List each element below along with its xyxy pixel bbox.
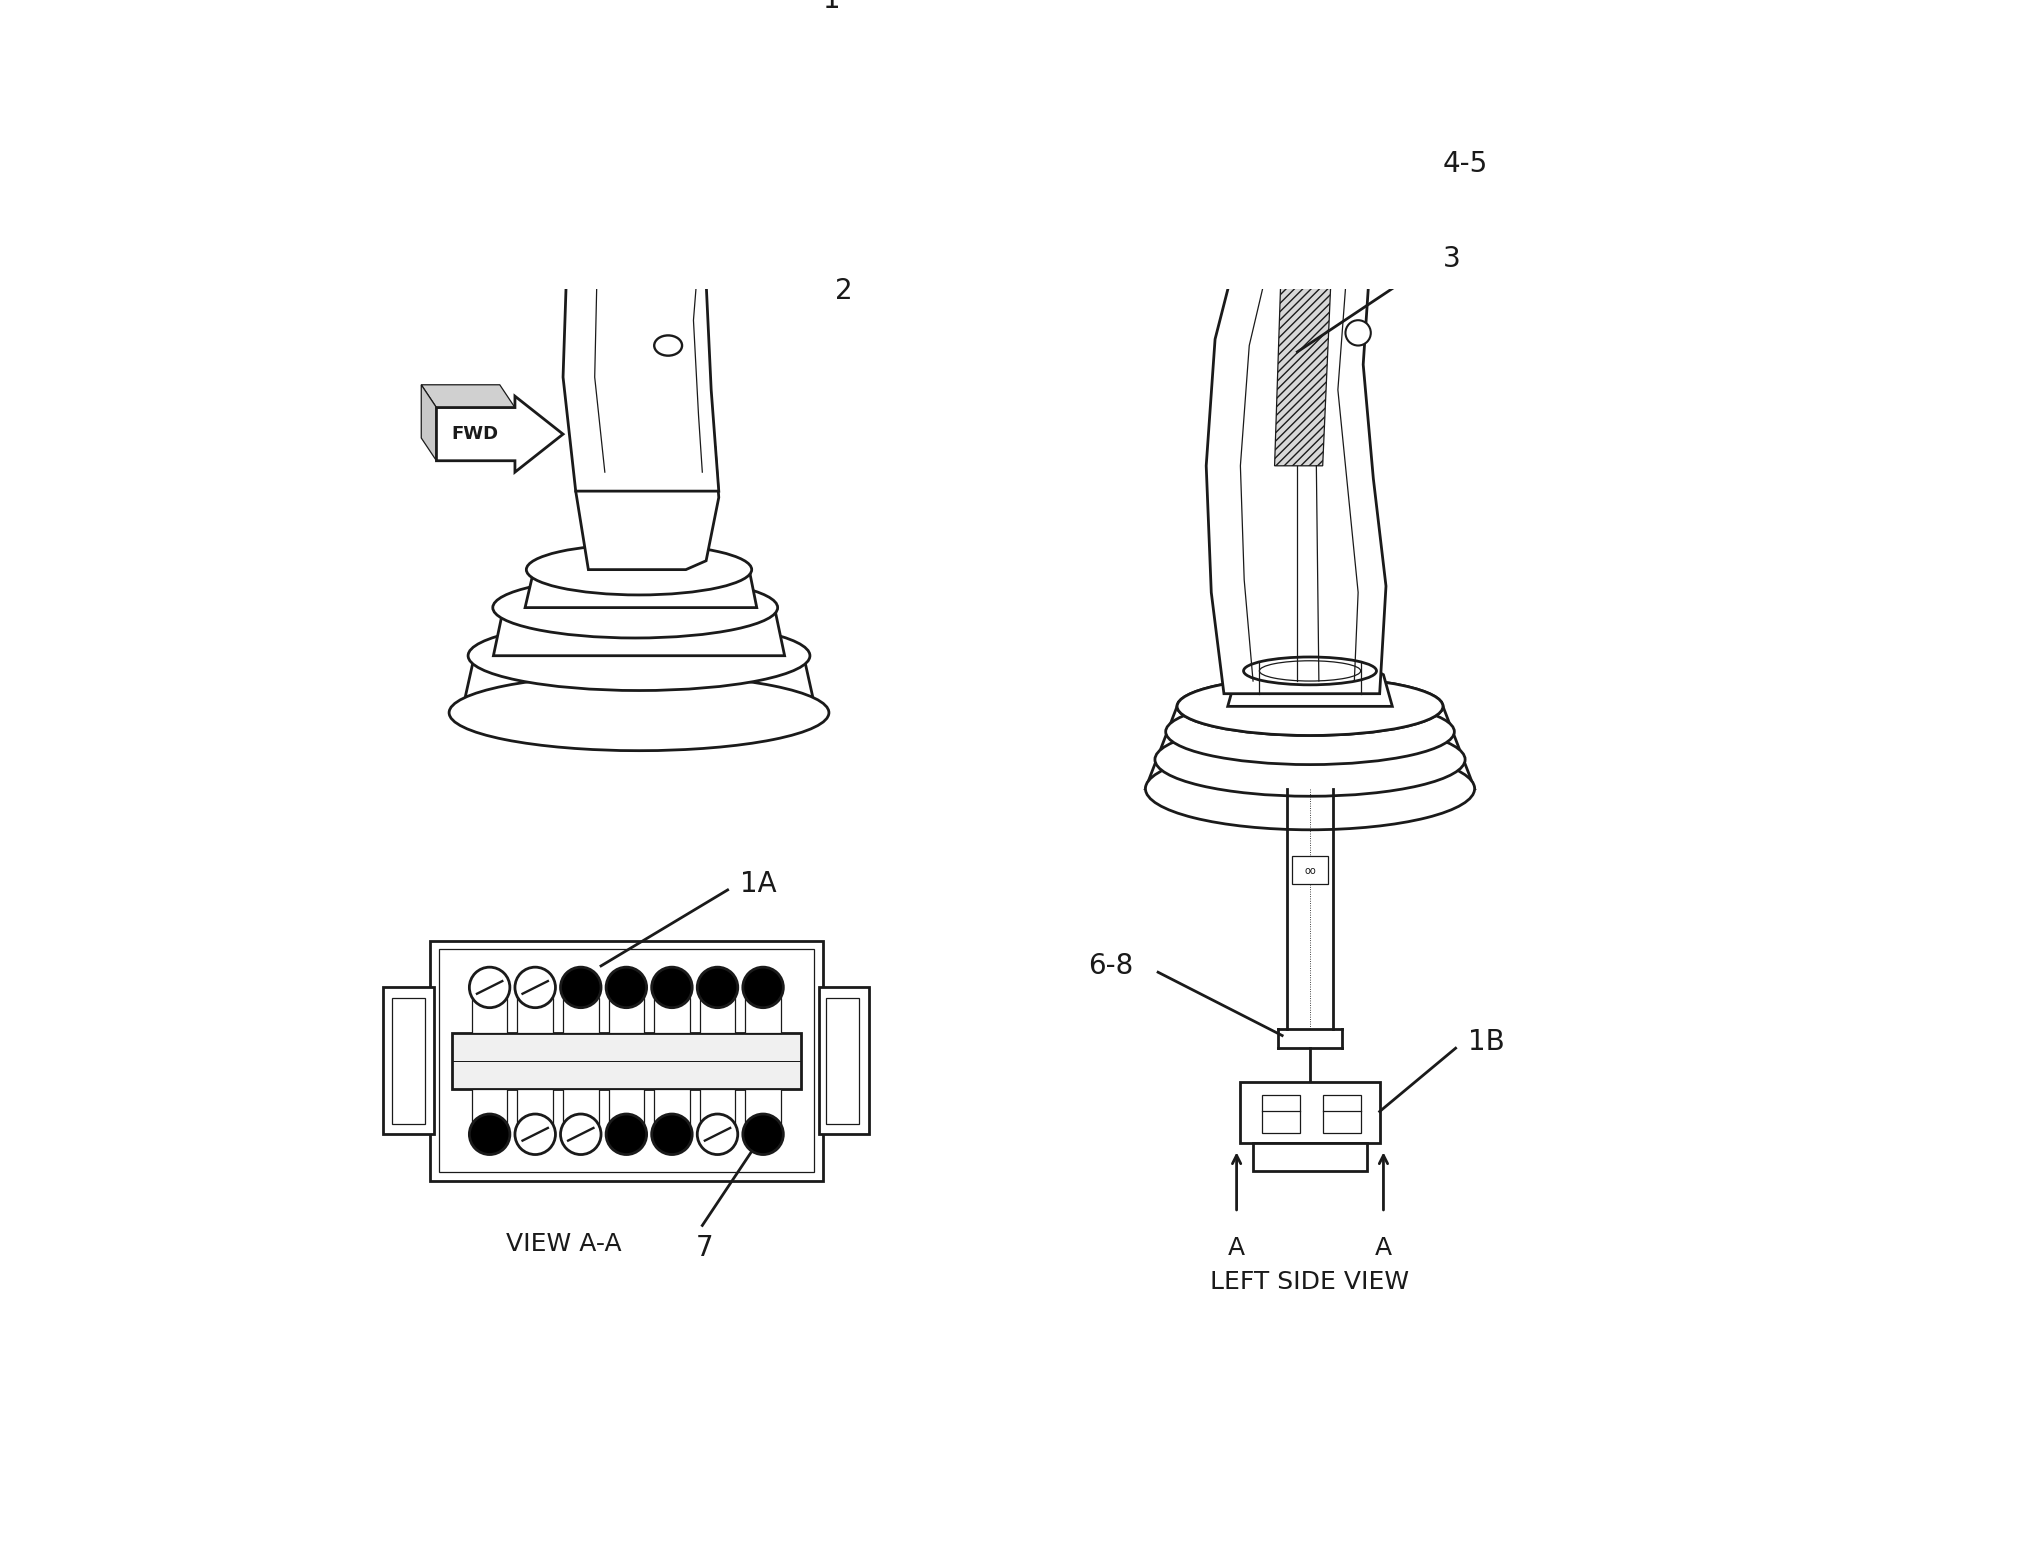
Ellipse shape	[1154, 724, 1466, 797]
Ellipse shape	[656, 247, 684, 268]
Bar	[654, 1089, 691, 1123]
Polygon shape	[494, 607, 784, 655]
Ellipse shape	[654, 336, 682, 356]
Ellipse shape	[1166, 699, 1454, 764]
Polygon shape	[563, 67, 719, 492]
Circle shape	[605, 1114, 646, 1155]
Polygon shape	[524, 569, 757, 607]
Polygon shape	[462, 655, 816, 713]
Circle shape	[470, 1114, 510, 1155]
Text: A: A	[1375, 1235, 1391, 1259]
Polygon shape	[575, 409, 719, 569]
Text: VIEW A-A: VIEW A-A	[506, 1232, 622, 1256]
Circle shape	[697, 1114, 737, 1155]
Text: A: A	[1227, 1235, 1245, 1259]
Ellipse shape	[526, 545, 751, 594]
Text: 7: 7	[697, 1234, 713, 1262]
Text: 3: 3	[1444, 246, 1460, 274]
Bar	[518, 997, 553, 1033]
Bar	[393, 997, 425, 1123]
Bar	[610, 1089, 644, 1123]
Ellipse shape	[1177, 677, 1444, 736]
Circle shape	[1345, 321, 1371, 345]
Bar	[1322, 1095, 1361, 1133]
Bar	[654, 997, 691, 1033]
Ellipse shape	[468, 621, 810, 691]
Text: LEFT SIDE VIEW: LEFT SIDE VIEW	[1211, 1270, 1409, 1295]
Ellipse shape	[1146, 747, 1474, 829]
Bar	[1262, 1095, 1300, 1133]
Circle shape	[697, 968, 737, 1008]
Ellipse shape	[450, 675, 828, 750]
Ellipse shape	[1260, 661, 1361, 682]
Bar	[439, 949, 814, 1172]
Circle shape	[514, 968, 555, 1008]
Text: 4-5: 4-5	[1444, 151, 1488, 179]
Circle shape	[561, 1114, 601, 1155]
Polygon shape	[1207, 112, 1385, 694]
Circle shape	[561, 968, 601, 1008]
Polygon shape	[563, 0, 709, 79]
Circle shape	[652, 968, 693, 1008]
Bar	[701, 997, 735, 1033]
Bar	[1241, 1083, 1379, 1144]
Bar	[745, 1089, 782, 1123]
Polygon shape	[1146, 706, 1474, 789]
Polygon shape	[1274, 238, 1332, 465]
Polygon shape	[1247, 0, 1363, 118]
Bar	[745, 997, 782, 1033]
Polygon shape	[1227, 661, 1393, 706]
Ellipse shape	[618, 0, 686, 17]
Text: FWD: FWD	[452, 425, 498, 443]
Bar	[563, 997, 599, 1033]
Bar	[383, 988, 433, 1134]
Text: 2: 2	[834, 277, 853, 305]
Text: 1A: 1A	[741, 870, 778, 898]
Text: 1: 1	[822, 0, 840, 14]
Bar	[1292, 856, 1328, 884]
Bar	[610, 997, 644, 1033]
Circle shape	[605, 968, 646, 1008]
Ellipse shape	[650, 166, 678, 187]
Circle shape	[470, 968, 510, 1008]
Circle shape	[514, 1114, 555, 1155]
Polygon shape	[549, 0, 725, 131]
Ellipse shape	[492, 577, 778, 638]
Bar	[701, 1089, 735, 1123]
Text: 1B: 1B	[1468, 1029, 1505, 1057]
Bar	[818, 988, 869, 1134]
Ellipse shape	[1177, 677, 1444, 736]
Bar	[472, 1089, 508, 1123]
Bar	[472, 997, 508, 1033]
Bar	[518, 1089, 553, 1123]
Bar	[452, 1033, 802, 1089]
Bar	[826, 997, 859, 1123]
Circle shape	[1262, 209, 1294, 241]
Bar	[1253, 1144, 1367, 1172]
Text: oo: oo	[1304, 867, 1316, 876]
Bar	[429, 940, 822, 1181]
Text: 6-8: 6-8	[1089, 952, 1134, 980]
Polygon shape	[421, 384, 437, 461]
Ellipse shape	[1243, 657, 1377, 685]
Polygon shape	[421, 384, 514, 408]
Circle shape	[743, 1114, 784, 1155]
Bar	[563, 1089, 599, 1123]
Circle shape	[743, 968, 784, 1008]
Circle shape	[652, 1114, 693, 1155]
Polygon shape	[437, 397, 563, 471]
